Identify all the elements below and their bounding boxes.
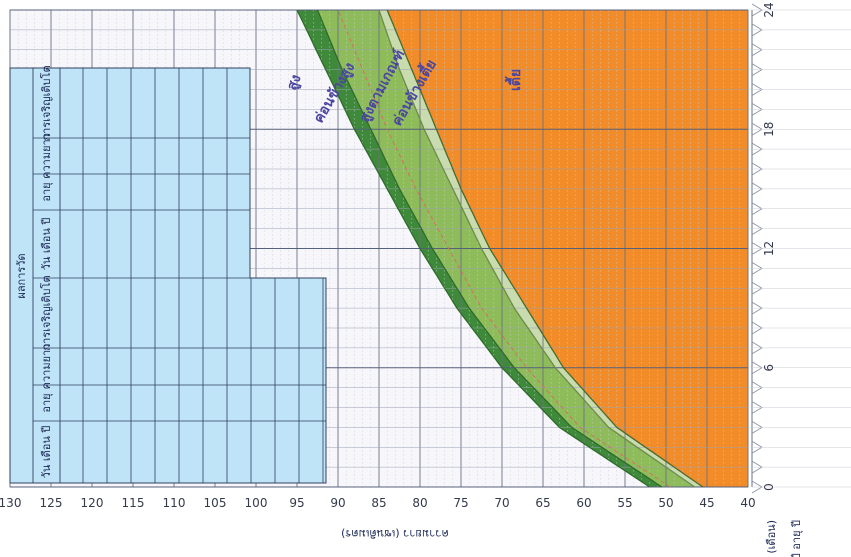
y-tick-label: 130	[0, 496, 21, 510]
series-line-2	[316, 9, 663, 488]
axes: 130 125 120 115 110 105 100 95 90 85 80 75 70 65 60 55 5…	[0, 2, 851, 510]
y-tick-label: 85	[371, 496, 386, 510]
y-tick-label: 80	[412, 496, 427, 510]
series-line-4	[378, 9, 696, 488]
series-line-5	[386, 9, 704, 488]
y-tick-label: 75	[453, 496, 468, 510]
y-tick-label: 105	[204, 496, 227, 510]
table-header-label: วัน เดือน ปี	[40, 218, 53, 271]
y-tick-label: 55	[617, 496, 632, 510]
ylabel: ความยาว (เซนติเมตร)	[341, 527, 449, 540]
y-tick-label: 65	[535, 496, 550, 510]
table-header-label: ความยาว	[40, 133, 53, 179]
y-tick-label: 90	[330, 496, 345, 510]
y-tick-label: 115	[122, 496, 145, 510]
xlabel: อายุ (เดือน)	[765, 520, 778, 557]
y-tick-label: 125	[40, 496, 63, 510]
x-tick-label: 12	[762, 241, 776, 256]
y-tick-label: 70	[494, 496, 509, 510]
x-tick-label: 18	[762, 122, 776, 137]
y-tick-label: 45	[699, 496, 714, 510]
y-tick-label: 95	[289, 496, 304, 510]
y-tick-label: 40	[740, 496, 755, 510]
y-tick-label: 60	[576, 496, 591, 510]
series-lines	[296, 9, 704, 488]
table-header-label: การเจริญเติบโต	[39, 275, 53, 350]
zone-fairly-tall	[297, 10, 662, 487]
table-header-label: ความยาว	[40, 344, 53, 390]
side-note: ปี อายุ ปี	[790, 520, 803, 557]
y-tick-label: 120	[81, 496, 104, 510]
x-tick-label: 6	[762, 364, 776, 372]
zone-label: สูง	[284, 72, 305, 92]
table-title: ผลการวัด	[15, 253, 28, 298]
series-line-1	[296, 9, 650, 488]
series-line-3	[337, 9, 671, 488]
y-tick-label: 50	[658, 496, 673, 510]
x-tick-label: 24	[762, 2, 776, 17]
x-tick-label: 0	[762, 483, 776, 491]
record-table-bg	[9, 67, 327, 484]
y-tick-label: 100	[245, 496, 268, 510]
table-header-label: วัน เดือน ปี	[40, 426, 53, 479]
zone-label: เตี้ย	[504, 69, 524, 91]
y-tick-label: 110	[163, 496, 186, 510]
table-header-label: อายุ	[40, 182, 53, 201]
table-header-label: การเจริญเติบโต	[39, 65, 53, 140]
table-header-label: อายุ	[40, 393, 53, 412]
